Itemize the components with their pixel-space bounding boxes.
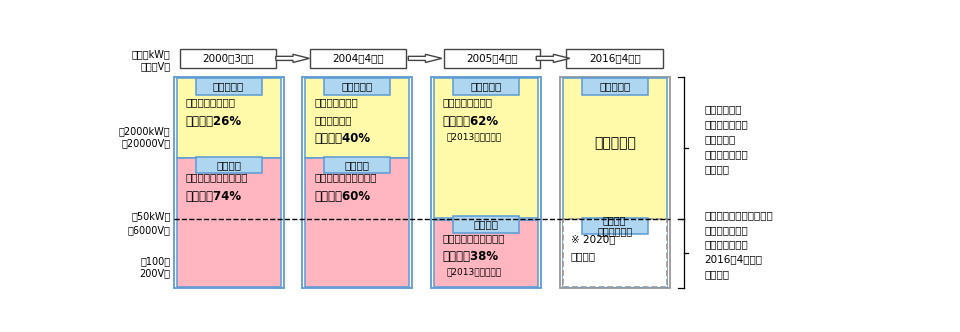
Text: （6000V）: （6000V） — [128, 225, 171, 235]
Text: （100～
200V）: （100～ 200V） — [139, 257, 171, 278]
Bar — [434, 78, 539, 218]
Text: ※ 2020年: ※ 2020年 — [571, 234, 615, 244]
Text: 2005年4月～: 2005年4月～ — [467, 53, 517, 63]
Bar — [196, 78, 262, 95]
Text: 自由化。: 自由化。 — [704, 269, 729, 279]
Bar — [305, 78, 409, 158]
Bar — [302, 77, 413, 288]
Text: 電力量　26%: 電力量 26% — [185, 115, 242, 128]
Bar — [177, 158, 280, 287]
Bar — [582, 78, 648, 95]
Polygon shape — [408, 54, 442, 62]
Bar — [444, 49, 540, 68]
Text: （2013年度時点）: （2013年度時点） — [446, 132, 502, 141]
Bar — [566, 49, 663, 68]
Text: が可能。: が可能。 — [704, 164, 729, 174]
Text: 電力量　74%: 電力量 74% — [185, 190, 242, 203]
Text: 電力量　38%: 電力量 38% — [443, 250, 499, 263]
Bar — [563, 78, 667, 287]
Bar — [431, 77, 541, 288]
Text: （家庭・コンビニなど）: （家庭・コンビニなど） — [704, 210, 773, 220]
Polygon shape — [276, 54, 309, 62]
Text: ・小規模工場など: ・小規模工場など — [443, 97, 492, 107]
Text: 現在でも自由に: 現在でも自由に — [704, 119, 748, 129]
Text: ・大規模工場など: ・大規模工場など — [185, 97, 235, 107]
Text: 規制部門: 規制部門 — [216, 160, 241, 170]
Text: 規制部分
（経過措置）: 規制部分 （経過措置） — [597, 215, 633, 237]
Bar — [324, 78, 391, 95]
Text: 電力量　62%: 電力量 62% — [443, 115, 499, 128]
Text: 【50kW】: 【50kW】 — [132, 211, 171, 221]
Bar — [324, 157, 391, 173]
Bar — [453, 216, 519, 233]
Text: 自由化部門: 自由化部門 — [213, 81, 244, 92]
Bar — [174, 77, 283, 288]
Text: 規制部門: 規制部門 — [473, 219, 498, 229]
Bar — [180, 49, 276, 68]
Text: 自由化部門: 自由化部門 — [599, 81, 631, 92]
Bar — [560, 77, 670, 288]
Text: 2016年4月から: 2016年4月から — [704, 254, 762, 264]
Bar — [310, 49, 406, 68]
Text: 【2000kW】
（20000V）: 【2000kW】 （20000V） — [119, 126, 171, 148]
Text: ・家庭／コンビニなど: ・家庭／コンビニなど — [314, 172, 376, 182]
Bar — [305, 158, 409, 287]
Text: 自由な料金設定: 自由な料金設定 — [704, 149, 748, 159]
Text: 2000年3月～: 2000年3月～ — [203, 53, 253, 63]
Text: 参入可能。: 参入可能。 — [704, 134, 735, 144]
Text: 自由化部門: 自由化部門 — [470, 81, 502, 92]
Bar — [582, 217, 648, 234]
Bar — [453, 78, 519, 95]
Text: 全面自由化: 全面自由化 — [594, 136, 636, 150]
Text: ・家庭／コンビニなど: ・家庭／コンビニなど — [443, 233, 505, 243]
Text: 電力量　60%: 電力量 60% — [314, 190, 371, 203]
Bar — [434, 220, 539, 287]
Text: 規制部門: 規制部門 — [345, 160, 370, 170]
Text: 以降解除: 以降解除 — [571, 251, 596, 261]
Text: 自由化部門: 自由化部門 — [342, 81, 373, 92]
Polygon shape — [537, 54, 569, 62]
Text: ・家庭／コンビニなど: ・家庭／コンビニなど — [185, 172, 248, 182]
Text: （2013年度時点）: （2013年度時点） — [446, 268, 502, 277]
Text: 事業者が独占。: 事業者が独占。 — [704, 240, 748, 250]
Text: （大口向け）: （大口向け） — [704, 105, 741, 115]
Text: ・中規模工場／: ・中規模工場／ — [314, 97, 358, 107]
Bar — [177, 78, 280, 158]
Bar — [196, 157, 262, 173]
Text: 【契約kW】
（電圧V）: 【契約kW】 （電圧V） — [132, 49, 171, 71]
Text: 電力量　40%: 電力量 40% — [314, 132, 371, 145]
Text: 2016年4月～: 2016年4月～ — [588, 53, 640, 63]
Text: 現在は一般電気: 現在は一般電気 — [704, 225, 748, 235]
Bar — [563, 219, 667, 287]
Text: 2004年4月～: 2004年4月～ — [332, 53, 384, 63]
Text: スーパーなど: スーパーなど — [314, 115, 351, 125]
